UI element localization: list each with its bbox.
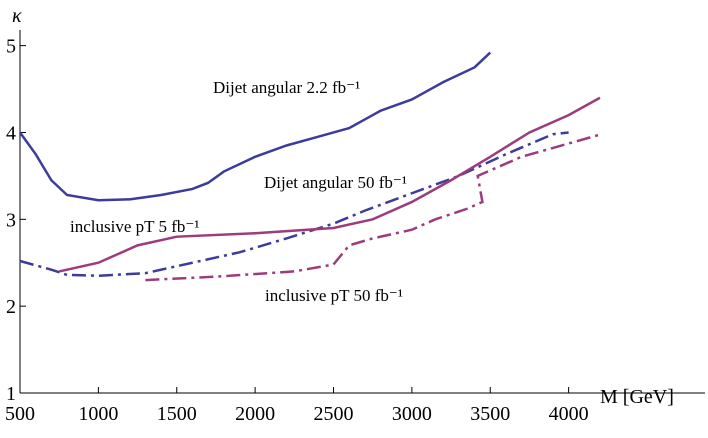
- x-tick-label: 1000: [78, 403, 118, 425]
- annotation: inclusive pT 5 fb⁻¹: [70, 217, 199, 236]
- y-axis-label: κ: [12, 5, 22, 27]
- line-series: [145, 133, 599, 282]
- x-tick-label: 1500: [157, 403, 197, 425]
- x-tick-label: 4000: [549, 403, 589, 425]
- x-tick-label: 2500: [314, 403, 354, 425]
- x-tick-label: 2000: [235, 403, 275, 425]
- line-series: [18, 51, 492, 202]
- y-tick-label: 2: [6, 296, 16, 318]
- annotation: Dijet angular 2.2 fb⁻¹: [213, 78, 360, 97]
- x-tick-label: 3500: [470, 403, 510, 425]
- y-tick-label: 3: [6, 209, 16, 231]
- x-tick-label: 3000: [392, 403, 432, 425]
- annotation: inclusive pT 50 fb⁻¹: [265, 286, 403, 305]
- y-tick-label: 4: [6, 122, 16, 144]
- x-tick-label: 500: [5, 403, 35, 425]
- y-tick-label: 1: [6, 383, 16, 405]
- line-series: [58, 96, 601, 273]
- line-series: [19, 131, 569, 278]
- annotation: Dijet angular 50 fb⁻¹: [264, 173, 407, 192]
- y-tick-label: 5: [6, 36, 16, 58]
- x-axis-label: M [GeV]: [600, 386, 674, 408]
